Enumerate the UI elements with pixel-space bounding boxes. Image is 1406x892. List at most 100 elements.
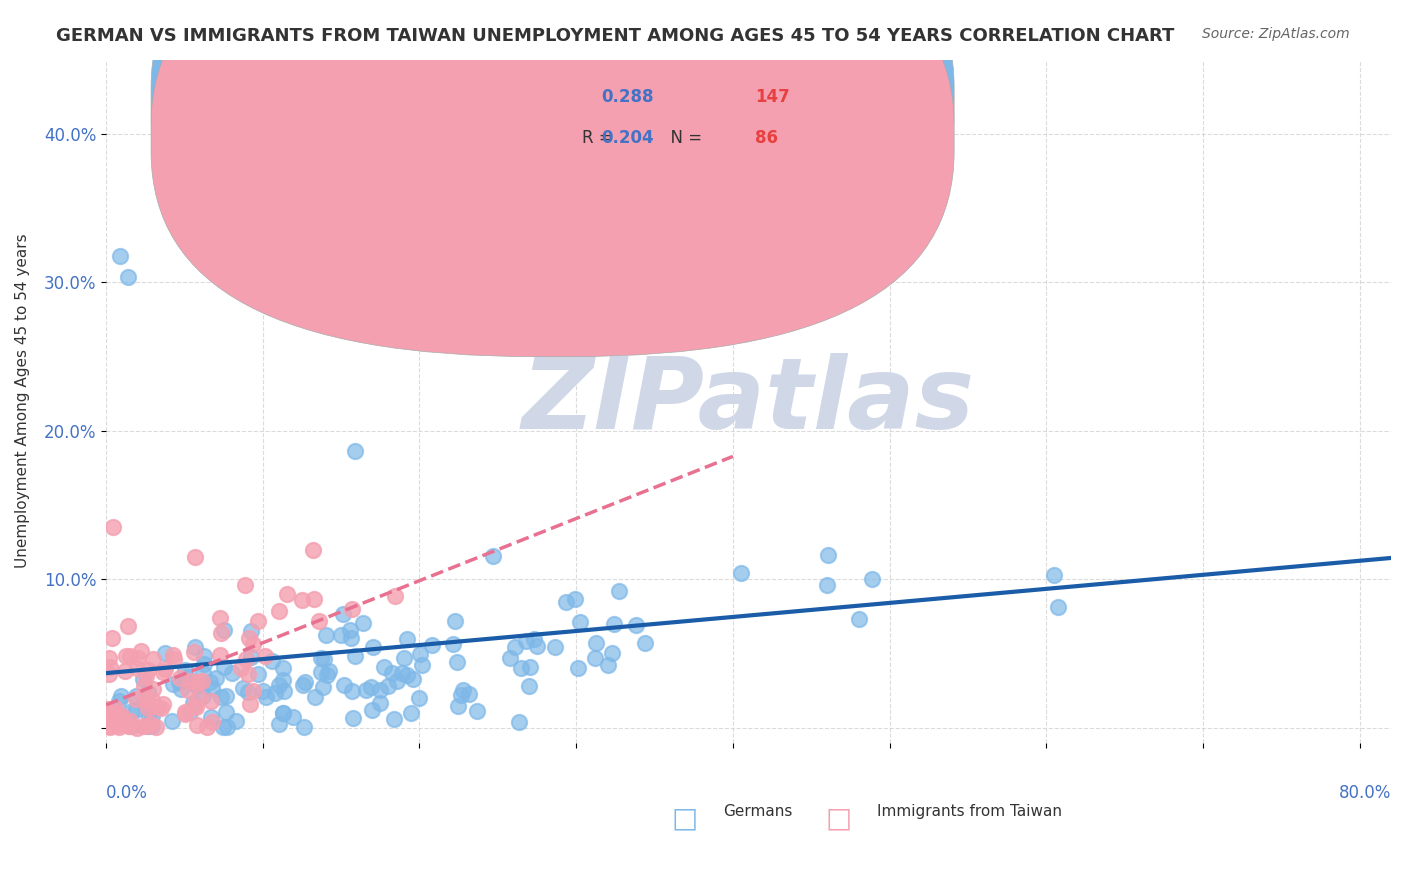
- Point: [98, 667, 121, 681]
- Text: □: □: [825, 804, 852, 832]
- Point: [267, 717, 290, 731]
- Point: [308, 615, 330, 629]
- Point: [114, 664, 136, 678]
- Point: [368, 682, 391, 697]
- Point: [396, 668, 419, 682]
- Point: [848, 612, 870, 626]
- Point: [267, 678, 290, 692]
- Point: [134, 693, 156, 707]
- FancyBboxPatch shape: [517, 73, 903, 169]
- Point: [136, 719, 159, 733]
- Point: [209, 690, 232, 704]
- Point: [139, 716, 162, 731]
- Point: [291, 593, 314, 607]
- Point: [503, 640, 526, 655]
- Point: [108, 249, 131, 263]
- Point: [184, 549, 207, 564]
- Point: [162, 714, 184, 728]
- Point: [381, 665, 404, 680]
- Point: [114, 715, 136, 730]
- Text: GERMAN VS IMMIGRANTS FROM TAIWAN UNEMPLOYMENT AMONG AGES 45 TO 54 YEARS CORRELAT: GERMAN VS IMMIGRANTS FROM TAIWAN UNEMPLO…: [56, 27, 1174, 45]
- Point: [98, 720, 121, 734]
- Point: [138, 708, 160, 723]
- Point: [215, 689, 238, 703]
- Point: [142, 682, 165, 697]
- Point: [118, 648, 141, 663]
- Point: [98, 650, 121, 665]
- Point: [136, 700, 159, 714]
- Point: [179, 705, 201, 719]
- Point: [332, 607, 354, 622]
- Point: [212, 660, 235, 674]
- Point: [212, 720, 235, 734]
- Point: [519, 660, 541, 674]
- Point: [273, 706, 295, 720]
- Point: [408, 690, 430, 705]
- Point: [135, 668, 157, 682]
- Point: [340, 684, 363, 698]
- Point: [162, 677, 184, 691]
- Point: [302, 592, 325, 607]
- Point: [246, 614, 269, 628]
- Point: [141, 719, 163, 733]
- Point: [221, 665, 243, 680]
- Point: [136, 663, 159, 677]
- Point: [283, 710, 305, 724]
- Point: [229, 661, 252, 675]
- Point: [634, 635, 657, 649]
- Point: [246, 667, 269, 681]
- Point: [294, 675, 316, 690]
- Point: [134, 679, 156, 693]
- Point: [141, 708, 163, 723]
- FancyBboxPatch shape: [150, 0, 955, 357]
- Point: [385, 673, 408, 688]
- Point: [273, 684, 295, 698]
- Point: [153, 646, 176, 660]
- Point: [184, 700, 207, 714]
- Point: [117, 619, 139, 633]
- Point: [124, 689, 146, 703]
- Point: [408, 647, 430, 661]
- Point: [395, 632, 418, 647]
- Point: [150, 700, 173, 714]
- Point: [138, 685, 160, 699]
- Point: [105, 706, 128, 720]
- Y-axis label: Unemployment Among Ages 45 to 54 years: Unemployment Among Ages 45 to 54 years: [15, 234, 30, 568]
- Point: [115, 714, 138, 728]
- Point: [411, 657, 433, 672]
- Point: [276, 587, 298, 601]
- Point: [510, 661, 533, 675]
- Point: [446, 655, 468, 669]
- Point: [201, 681, 224, 695]
- Point: [215, 720, 238, 734]
- Point: [162, 652, 184, 666]
- Point: [517, 679, 540, 693]
- Point: [730, 566, 752, 580]
- Point: [183, 645, 205, 659]
- Point: [269, 604, 291, 618]
- Text: R =           N =: R = N =: [582, 129, 723, 147]
- Point: [271, 706, 294, 720]
- Point: [200, 693, 222, 707]
- Point: [342, 602, 364, 616]
- Point: [127, 651, 149, 665]
- Point: [193, 665, 215, 680]
- Text: Source: ZipAtlas.com: Source: ZipAtlas.com: [1202, 27, 1350, 41]
- Point: [177, 682, 200, 697]
- Point: [215, 705, 238, 719]
- Point: [271, 195, 294, 210]
- Point: [127, 660, 149, 674]
- Point: [176, 670, 198, 684]
- Point: [339, 631, 361, 645]
- Point: [344, 444, 367, 458]
- Point: [399, 706, 422, 721]
- Point: [101, 631, 124, 645]
- Point: [169, 671, 191, 685]
- Point: [361, 640, 384, 654]
- Point: [97, 710, 120, 724]
- Point: [360, 703, 382, 717]
- Point: [330, 628, 353, 642]
- Point: [564, 591, 586, 606]
- Point: [204, 671, 226, 685]
- Point: [115, 649, 138, 664]
